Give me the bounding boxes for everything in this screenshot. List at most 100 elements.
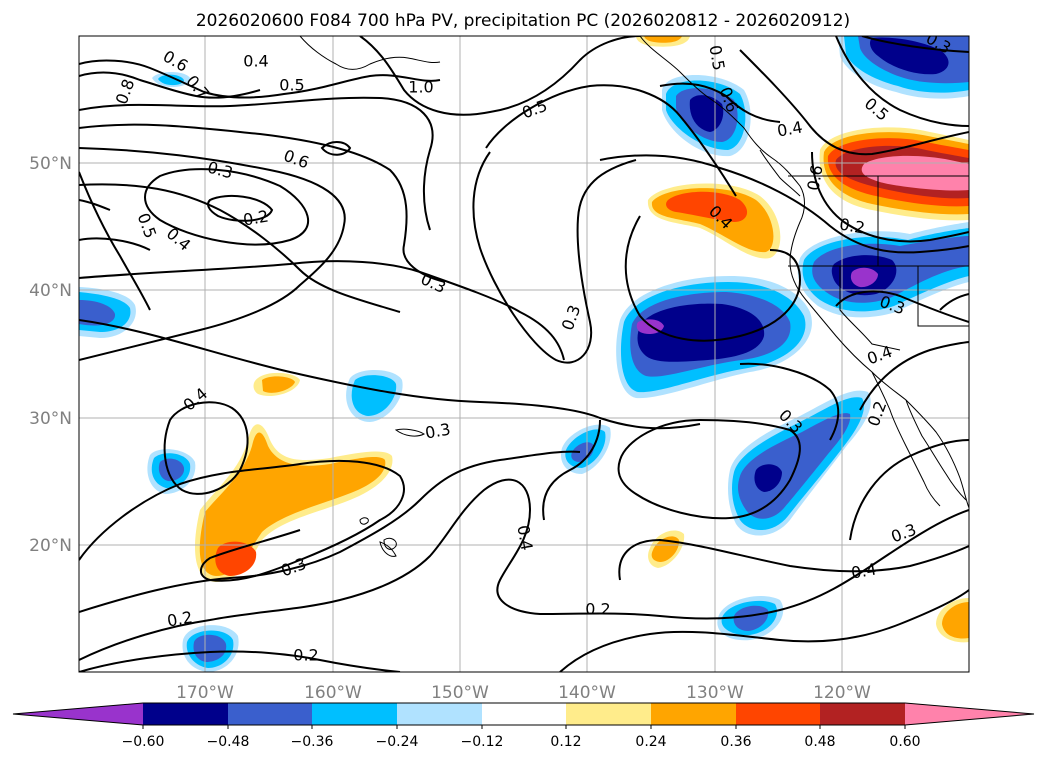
- lon-tick-label: 170°W: [176, 683, 234, 703]
- colorbar-segment: [820, 703, 905, 725]
- state-border: [839, 266, 901, 351]
- pv-contour: [79, 478, 969, 661]
- precip-blob: [637, 303, 765, 362]
- colorbar-tick-label: −0.60: [122, 734, 165, 750]
- pv-contour: [79, 71, 261, 99]
- pv-contour: [79, 650, 401, 672]
- pv-contour: [485, 84, 737, 197]
- precip-blob: [666, 191, 748, 222]
- contour-label: 0.6: [803, 164, 826, 192]
- contour-label: 0.4: [776, 117, 804, 140]
- precip-blob: [351, 375, 397, 416]
- colorbar-segment: [482, 703, 566, 725]
- pv-contour: [79, 171, 151, 311]
- gridlines: [79, 36, 969, 672]
- pv-contour: [811, 151, 969, 243]
- contour-label: 0.2: [838, 214, 866, 237]
- state-border: [917, 266, 969, 327]
- precip-blob: [199, 432, 386, 576]
- colorbar-segment: [566, 703, 651, 725]
- precip-blob: [262, 376, 295, 393]
- colorbar-tick-label: 0.48: [804, 734, 835, 750]
- colorbar-segment: [228, 703, 312, 725]
- colorbar-tick-label: 0.12: [550, 734, 581, 750]
- precip-blob: [651, 536, 680, 562]
- map-area: 0.40.50.60.70.8 1.00.30.20.60.5 0.40.30.30…: [79, 36, 969, 672]
- lon-tick-label: 140°W: [558, 683, 616, 703]
- pv-contour: [79, 96, 434, 231]
- island-shape: [379, 541, 397, 557]
- island-hawaii: [359, 517, 369, 525]
- pv-contour: [835, 290, 969, 323]
- contour-label: 0.2: [585, 600, 610, 619]
- pv-contour: [320, 141, 352, 156]
- contour-label: 0.5: [705, 44, 728, 72]
- lon-axis: 170°W 160°W 150°W 140°W 130°W 120°W: [176, 683, 871, 703]
- pv-contour: [599, 154, 969, 254]
- lat-tick-label: 50°N: [29, 154, 72, 174]
- map-frame: [78, 35, 970, 673]
- pv-contour: [79, 260, 565, 361]
- pv-contour: [79, 199, 111, 211]
- pv-contour: [861, 36, 969, 53]
- coastlines: [299, 36, 969, 557]
- pv-contour: [859, 341, 969, 411]
- pv-contour: [79, 147, 346, 361]
- coastline-gulf: [905, 399, 967, 501]
- lon-tick-label: 150°W: [431, 683, 489, 703]
- contour-label: 1.0: [408, 78, 433, 97]
- lat-axis: 50°N 40°N 30°N 20°N: [29, 154, 72, 556]
- colorbar-segment: [651, 703, 736, 725]
- precip-blob: [644, 36, 682, 43]
- precip-blob: [571, 442, 594, 462]
- colorbar-tick-label: −0.12: [461, 734, 504, 750]
- colorbar-segment: [143, 703, 228, 725]
- map-title: 2026020600 F084 700 hPa PV, precipitatio…: [196, 11, 850, 31]
- pv-contour: [739, 49, 969, 156]
- colorbar-extend-low: [13, 703, 143, 725]
- pv-contour: [559, 589, 969, 672]
- precip-blob: [738, 413, 851, 519]
- pv-contour: [659, 82, 781, 123]
- pv-contour: [835, 36, 969, 127]
- colorbar-tick-label: −0.24: [376, 734, 419, 750]
- pv-contour: [79, 319, 701, 430]
- contour-label: 0.4: [513, 524, 536, 552]
- colorbar-tick-label: 0.60: [889, 734, 920, 750]
- pv-contour: [79, 183, 401, 313]
- contour-label: 0.2: [293, 646, 318, 665]
- colorbar-tick-label: −0.36: [291, 734, 334, 750]
- contour-label: 0.4: [243, 52, 268, 71]
- precip-blob: [754, 464, 782, 492]
- pv-contour: [163, 401, 249, 495]
- precip-blob: [850, 267, 878, 288]
- lon-tick-label: 160°W: [304, 683, 362, 703]
- lon-tick-label: 120°W: [813, 683, 871, 703]
- precip-blob: [79, 300, 116, 326]
- contour-label: 0.2: [242, 206, 270, 229]
- island-hawaii: [383, 537, 397, 550]
- pv-contour: [624, 215, 802, 342]
- coastline-alaska: [299, 36, 441, 70]
- coastline-north-america: [639, 36, 969, 509]
- pv-contour: [79, 237, 151, 251]
- lat-tick-label: 30°N: [29, 409, 72, 429]
- pv-contour: [79, 459, 405, 582]
- colorbar-tick-label: 0.24: [635, 734, 666, 750]
- lon-tick-label: 130°W: [686, 683, 744, 703]
- lat-tick-label: 40°N: [29, 281, 72, 301]
- pv-contour: [542, 419, 601, 521]
- contour-label: 0.2: [166, 607, 194, 630]
- precip-blob: [193, 634, 227, 662]
- colorbar-segment: [736, 703, 820, 725]
- pv-contour: [739, 362, 840, 441]
- colorbar-extend-high: [905, 703, 1034, 725]
- pv-contour: [79, 123, 446, 283]
- colorbar-tick-label: −0.48: [207, 734, 250, 750]
- island-hawaii: [394, 428, 425, 437]
- pv-contour: [79, 59, 441, 99]
- precip-blob: [733, 605, 769, 631]
- precip-blob: [861, 155, 969, 191]
- pv-contour: [472, 151, 637, 364]
